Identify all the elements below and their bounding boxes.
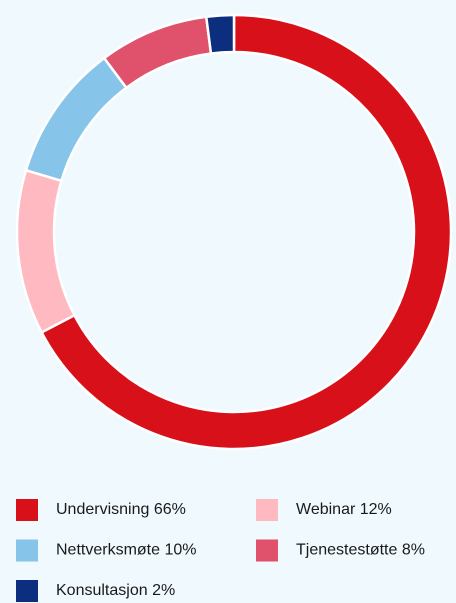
donut-segment [24,56,129,183]
legend-label: Nettverksmøte 10% [56,542,197,559]
legend-swatch [16,499,38,521]
legend-name: Nettverksmøte [56,542,160,559]
legend-value: 10% [164,542,196,559]
donut-segment [15,168,77,335]
donut-segment [39,13,453,451]
legend-name: Webinar [296,501,356,518]
legend-label: Undervisning 66% [56,501,186,518]
donut-segment [102,15,213,90]
donut-segment [204,13,236,55]
legend-label: Tjenestestøtte 8% [296,542,425,559]
legend-name: Konsultasjon [56,582,148,599]
legend-item: Nettverksmøte 10% [16,539,197,562]
legend-item: Undervisning 66% [16,499,186,521]
legend-swatch [256,499,278,521]
legend-swatch [256,539,278,562]
legend-item: Webinar 12% [256,499,392,521]
legend-value: 2% [152,582,175,599]
legend-item: Tjenestestøtte 8% [256,539,425,562]
legend-label: Konsultasjon 2% [56,582,175,599]
legend-swatch [16,539,38,562]
legend-name: Undervisning [56,501,149,518]
legend-label: Webinar 12% [296,501,392,518]
legend-value: 12% [360,501,392,518]
legend-value: 8% [402,542,425,559]
legend-name: Tjenestestøtte [296,542,397,559]
legend-value: 66% [154,501,186,518]
legend-item: Konsultasjon 2% [16,580,175,602]
legend-swatch [16,580,38,602]
